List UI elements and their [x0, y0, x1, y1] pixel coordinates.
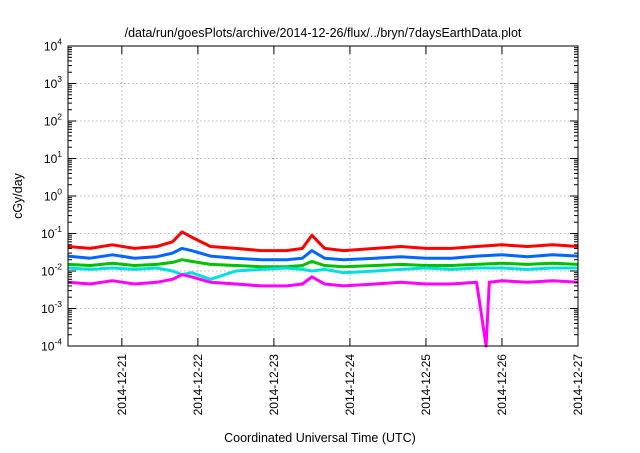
series-layer [67, 230, 579, 348]
y-tick-labels: 10-4 10-3 10-2 10-1 100 101 102 103 104 [41, 37, 62, 354]
series-line-4 [67, 246, 579, 262]
y-tick-label: 10-2 [41, 262, 62, 279]
series-line-1 [67, 230, 579, 253]
y-tick-label: 104 [44, 37, 62, 54]
y-tick-label: 10-3 [41, 299, 62, 316]
x-tick-label: 2014-12-25 [419, 354, 433, 416]
x-tick-label: 2014-12-24 [343, 354, 357, 416]
x-tick-label: 2014-12-22 [191, 354, 205, 416]
x-axis-label: Coordinated Universal Time (UTC) [224, 431, 416, 445]
axis-ticks [68, 45, 579, 347]
x-tick-label: 2014-12-21 [115, 354, 129, 416]
series-line-3 [67, 266, 578, 281]
x-tick-labels: 2014-12-21 2014-12-22 2014-12-23 2014-12-24… [115, 354, 585, 416]
y-tick-label: 10-4 [41, 337, 62, 354]
grid-lines [68, 46, 578, 346]
y-tick-label: 102 [44, 112, 62, 129]
x-tick-label: 2014-12-27 [571, 354, 585, 416]
chart-title: /data/run/goesPlots/archive/2014-12-26/f… [125, 26, 522, 40]
y-tick-label: 101 [44, 149, 62, 166]
x-tick-label: 2014-12-26 [495, 354, 509, 416]
y-tick-label: 103 [44, 74, 62, 91]
y-tick-label: 100 [44, 187, 62, 204]
y-axis-label: cGy/day [11, 172, 25, 219]
series-line-5 [67, 273, 579, 348]
series-line-2 [67, 258, 579, 269]
y-tick-label: 10-1 [41, 224, 62, 241]
x-tick-label: 2014-12-23 [267, 354, 281, 416]
